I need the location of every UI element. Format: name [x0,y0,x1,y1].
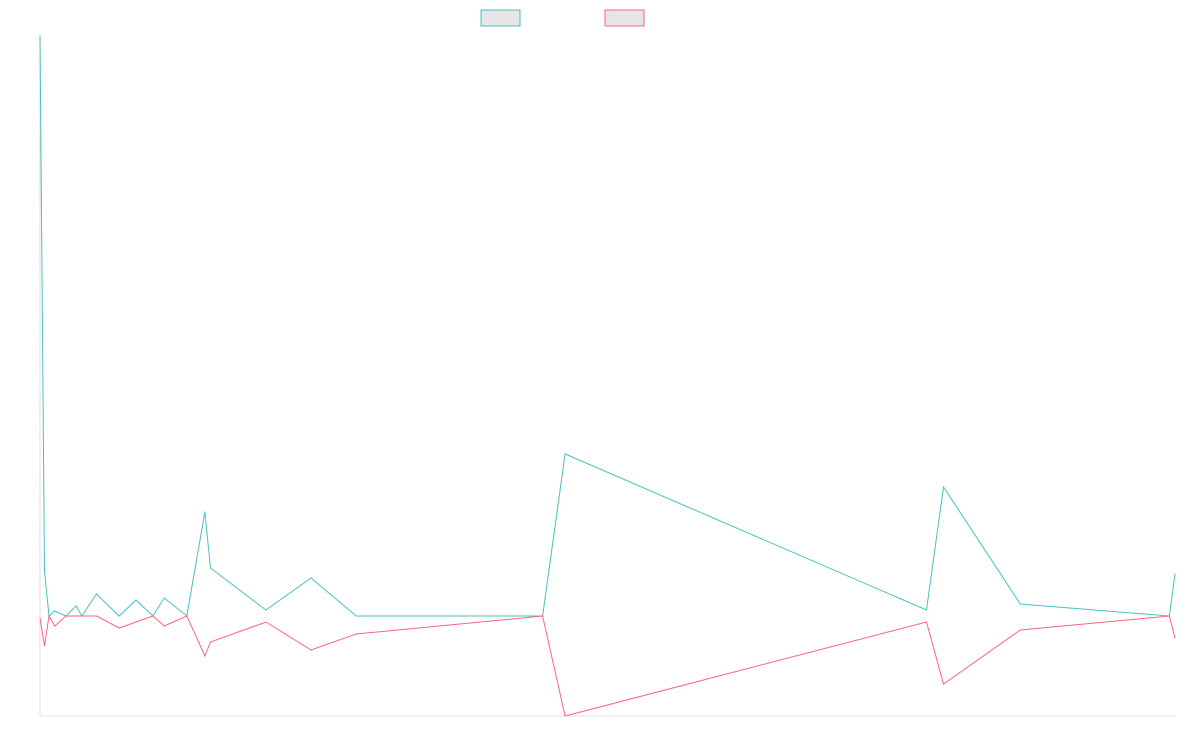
series-2 [39,614,1176,717]
data-point[interactable] [54,625,56,627]
data-point[interactable] [81,615,83,617]
data-point[interactable] [564,715,566,717]
data-point[interactable] [355,615,357,617]
data-point[interactable] [118,615,120,617]
data-point[interactable] [95,615,98,617]
series-line-1 [39,35,1176,618]
data-point[interactable] [542,615,544,617]
data-point[interactable] [1168,615,1170,617]
data-point[interactable] [65,615,67,617]
data-point[interactable] [75,605,77,607]
legend-swatch-1[interactable] [480,9,521,27]
data-point[interactable] [942,486,945,488]
series-line-2 [39,614,1176,717]
data-point[interactable] [209,567,212,569]
data-point[interactable] [95,593,98,595]
data-point[interactable] [135,599,137,601]
data-point[interactable] [39,617,41,619]
legend [480,9,645,27]
data-point[interactable] [564,453,566,455]
data-point[interactable] [942,683,945,685]
data-point[interactable] [48,615,50,617]
data-point[interactable] [355,633,357,635]
data-point[interactable] [310,577,312,579]
data-point[interactable] [186,615,188,617]
data-point[interactable] [54,610,56,612]
data-point[interactable] [135,621,137,623]
data-point[interactable] [209,641,212,643]
data-point[interactable] [163,625,165,627]
data-point[interactable] [163,597,165,599]
data-point[interactable] [43,645,46,647]
legend-swatch-2[interactable] [604,9,645,27]
data-point[interactable] [265,621,267,623]
data-point[interactable] [39,35,41,37]
data-point[interactable] [43,570,46,572]
data-point[interactable] [152,615,154,617]
series-layer [39,35,1176,717]
data-point[interactable] [118,627,120,629]
axes [39,36,1175,717]
data-point[interactable] [204,655,206,657]
data-point[interactable] [265,609,267,611]
data-point[interactable] [1019,629,1021,631]
data-point[interactable] [204,511,206,513]
data-point[interactable] [1174,637,1176,639]
data-point[interactable] [1019,603,1021,605]
data-point[interactable] [925,621,928,623]
data-point[interactable] [310,649,312,651]
data-point[interactable] [1174,573,1176,575]
data-point[interactable] [75,615,77,617]
series-1 [39,35,1176,618]
data-point[interactable] [925,609,928,611]
